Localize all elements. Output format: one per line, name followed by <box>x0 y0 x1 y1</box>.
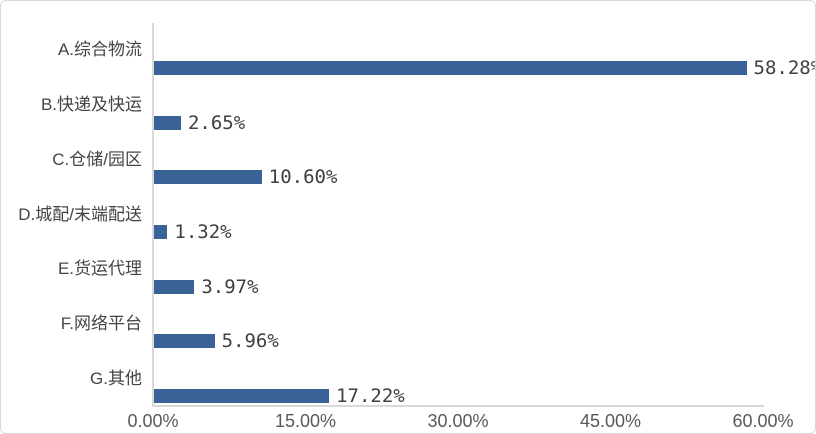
y-axis-line <box>152 23 154 406</box>
bar <box>154 279 195 294</box>
value-label: 58.28% <box>753 56 816 79</box>
value-label: 1.32% <box>174 221 232 243</box>
category-label: D.城配/末端配送 <box>18 204 142 224</box>
value-label: 2.65% <box>187 111 246 134</box>
bar <box>154 225 168 239</box>
x-tick-label: 0.00% <box>127 411 179 431</box>
category-label: A.综合物流 <box>57 40 142 60</box>
category-label: C.仓储/园区 <box>52 149 142 169</box>
bar <box>154 170 262 185</box>
category-label: E.货运代理 <box>57 259 142 279</box>
value-label: 5.96% <box>221 330 279 353</box>
value-label: 10.60% <box>268 166 338 189</box>
category-label: G.其他 <box>90 368 142 388</box>
value-label: 3.97% <box>201 275 259 298</box>
x-tick-label: 15.00% <box>274 411 337 431</box>
x-tick-label: 30.00% <box>427 411 489 431</box>
value-label: 17.22% <box>336 385 405 408</box>
bar <box>154 60 747 75</box>
category-label: B.快递及快运 <box>40 95 142 115</box>
x-tick-label: 60.00% <box>732 411 794 431</box>
x-tick-label: 45.00% <box>579 411 642 431</box>
bar <box>154 115 181 130</box>
category-label: F.网络平台 <box>60 313 142 333</box>
bar <box>154 389 330 404</box>
x-axis-line <box>152 405 764 407</box>
bar <box>154 334 215 349</box>
